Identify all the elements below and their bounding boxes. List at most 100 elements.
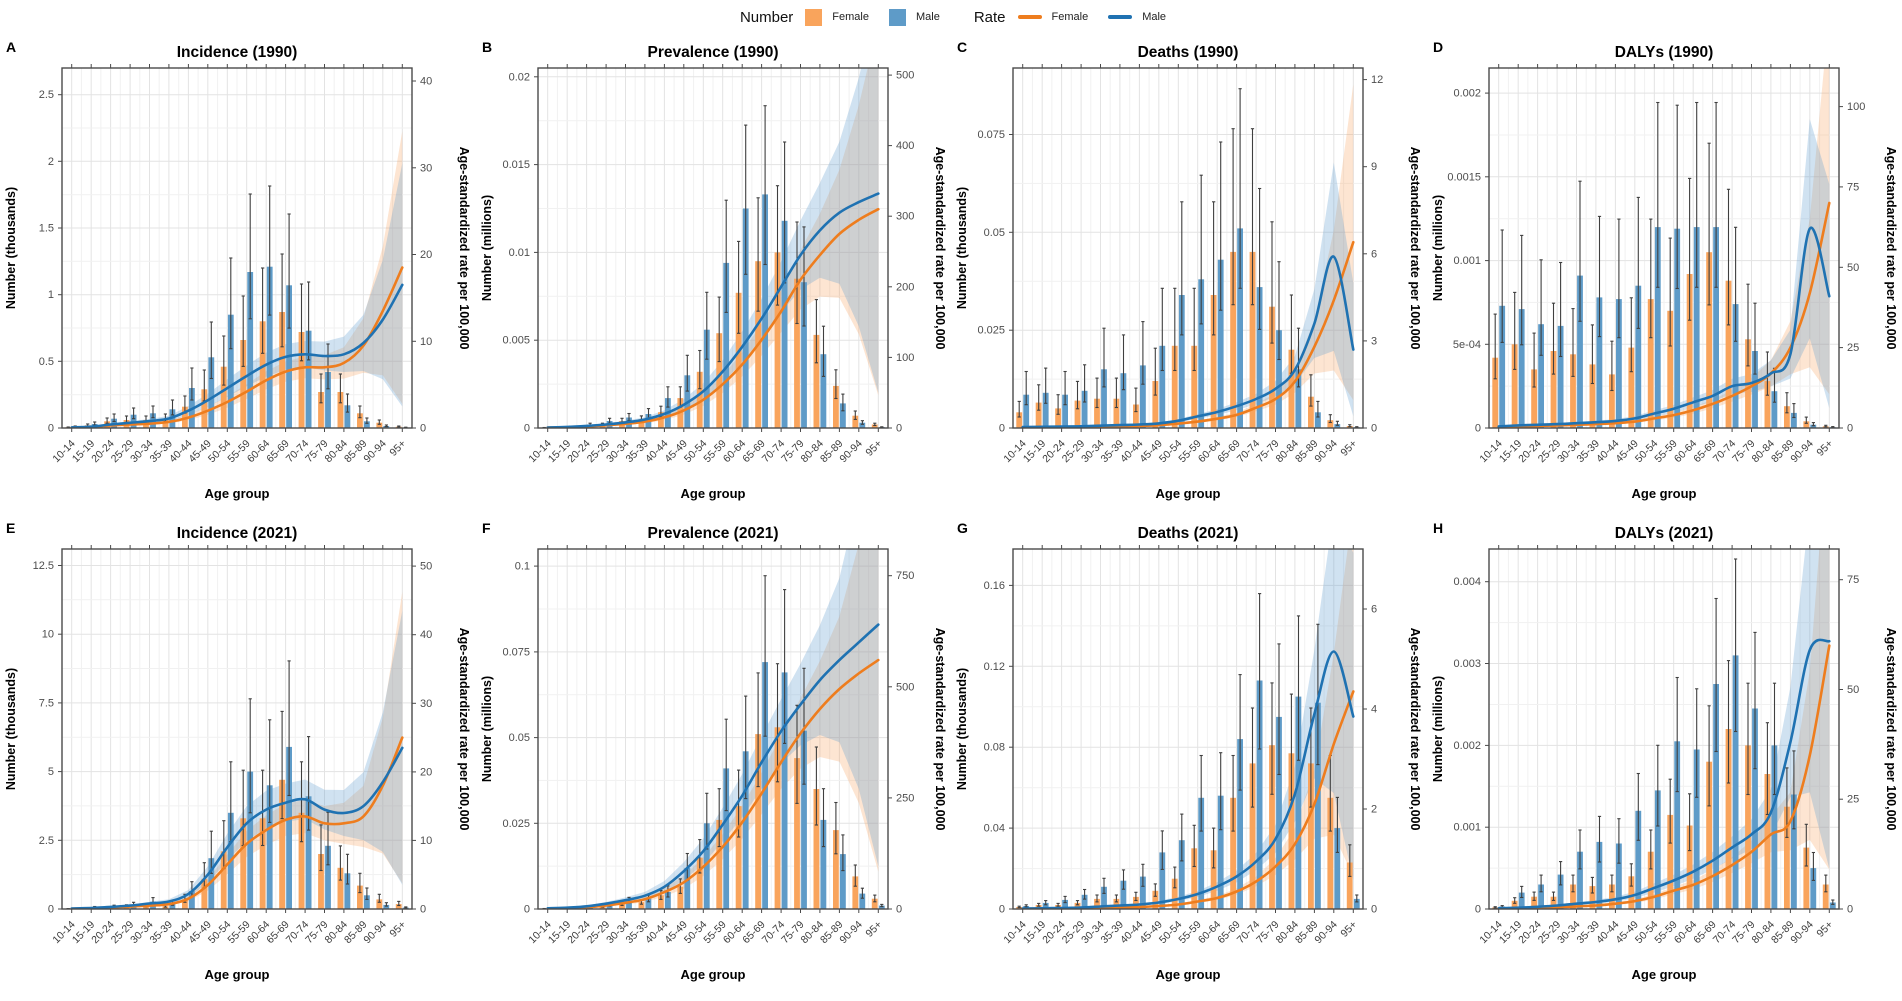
svg-text:Age group: Age group: [1631, 967, 1696, 982]
svg-text:0.002: 0.002: [1453, 88, 1481, 100]
svg-text:0.08: 0.08: [984, 742, 1005, 754]
svg-text:25: 25: [1847, 342, 1859, 354]
svg-text:7.5: 7.5: [39, 697, 54, 709]
svg-text:0: 0: [1474, 904, 1480, 916]
svg-text:0.001: 0.001: [1453, 822, 1481, 834]
svg-text:Age-standardized rate per 100,: Age-standardized rate per 100,000: [933, 628, 947, 831]
svg-text:Age-standardized rate per 100,: Age-standardized rate per 100,000: [933, 147, 947, 350]
svg-text:3: 3: [1371, 335, 1377, 347]
svg-text:6: 6: [1371, 248, 1377, 260]
svg-text:0: 0: [1474, 423, 1480, 435]
svg-text:Incidence (2021): Incidence (2021): [177, 525, 298, 542]
svg-text:40: 40: [420, 629, 432, 641]
svg-text:90-94: 90-94: [361, 438, 389, 466]
svg-text:95+: 95+: [863, 438, 884, 459]
svg-text:0.0015: 0.0015: [1447, 171, 1481, 183]
svg-text:75: 75: [1847, 574, 1859, 586]
svg-text:95+: 95+: [387, 438, 408, 459]
svg-text:0.075: 0.075: [977, 129, 1005, 141]
svg-text:A: A: [6, 39, 16, 55]
svg-text:Number (millions): Number (millions): [1431, 195, 1445, 301]
legend-number-female-label: Female: [832, 11, 869, 23]
svg-text:0: 0: [896, 904, 902, 916]
svg-text:1: 1: [48, 289, 54, 301]
svg-text:10: 10: [420, 835, 432, 847]
legend-number-male-label: Male: [916, 11, 940, 23]
svg-text:90-94: 90-94: [837, 919, 865, 947]
svg-text:90-94: 90-94: [1312, 438, 1340, 466]
svg-text:75: 75: [1847, 181, 1859, 193]
svg-text:Number (millions): Number (millions): [480, 676, 494, 782]
panel-svg-C: 00.0250.050.07503691210-1415-1920-2425-2…: [951, 34, 1426, 515]
svg-text:0: 0: [48, 423, 54, 435]
svg-text:0.12: 0.12: [984, 661, 1005, 673]
svg-text:30: 30: [420, 698, 432, 710]
svg-text:50: 50: [1847, 684, 1859, 696]
svg-text:40: 40: [420, 76, 432, 88]
svg-text:Age-standardized rate per 100,: Age-standardized rate per 100,000: [1884, 147, 1898, 350]
svg-text:Age group: Age group: [1631, 486, 1696, 501]
svg-text:DALYs (1990): DALYs (1990): [1614, 44, 1713, 61]
panel-svg-D: 05e-040.0010.00150.002025507510010-1415-…: [1427, 34, 1902, 515]
svg-text:6: 6: [1371, 604, 1377, 616]
figure-legend: Number Female Male Rate Female Male: [0, 0, 1902, 34]
svg-text:D: D: [1433, 39, 1443, 55]
svg-text:Number (millions): Number (millions): [480, 195, 494, 301]
svg-text:0: 0: [523, 904, 529, 916]
svg-text:G: G: [957, 520, 968, 536]
svg-text:0: 0: [1847, 423, 1853, 435]
svg-text:0.003: 0.003: [1453, 658, 1481, 670]
svg-text:500: 500: [896, 70, 914, 82]
panel-svg-E: 02.557.51012.50102030405010-1415-1920-24…: [0, 515, 475, 996]
svg-text:95+: 95+: [1338, 438, 1359, 459]
svg-text:90-94: 90-94: [1788, 919, 1816, 947]
svg-text:200: 200: [896, 281, 914, 293]
svg-text:0: 0: [1371, 904, 1377, 916]
svg-text:0.015: 0.015: [502, 159, 530, 171]
svg-text:0: 0: [48, 904, 54, 916]
svg-text:500: 500: [896, 681, 914, 693]
svg-text:300: 300: [896, 211, 914, 223]
svg-text:C: C: [957, 39, 967, 55]
svg-text:0.01: 0.01: [508, 247, 529, 259]
svg-text:750: 750: [896, 570, 914, 582]
svg-text:Deaths (1990): Deaths (1990): [1138, 44, 1239, 61]
svg-text:F: F: [482, 520, 491, 536]
svg-text:10: 10: [420, 336, 432, 348]
svg-text:E: E: [6, 520, 15, 536]
svg-text:90-94: 90-94: [1788, 438, 1816, 466]
panel-svg-F: 00.0250.050.0750.1025050075010-1415-1920…: [476, 515, 951, 996]
svg-text:2: 2: [1371, 804, 1377, 816]
svg-text:Age group: Age group: [680, 486, 745, 501]
svg-text:H: H: [1433, 520, 1443, 536]
svg-text:Number (thousands): Number (thousands): [4, 668, 18, 790]
panel-svg-H: 00.0010.0020.0030.004025507510-1415-1920…: [1427, 515, 1902, 996]
svg-text:2: 2: [48, 156, 54, 168]
svg-text:0: 0: [1847, 904, 1853, 916]
panel-svg-G: 00.040.080.120.16024610-1415-1920-2425-2…: [951, 515, 1426, 996]
male-number-swatch: [889, 9, 906, 26]
svg-text:0.1: 0.1: [514, 561, 529, 573]
svg-text:100: 100: [1847, 101, 1865, 113]
svg-text:0.16: 0.16: [984, 580, 1005, 592]
male-rate-line-swatch: [1108, 15, 1132, 19]
svg-text:0.075: 0.075: [502, 646, 530, 658]
female-number-swatch: [805, 9, 822, 26]
svg-text:95+: 95+: [1338, 919, 1359, 940]
svg-text:Age-standardized rate per 100,: Age-standardized rate per 100,000: [457, 628, 471, 831]
svg-text:Age group: Age group: [1156, 967, 1221, 982]
svg-text:90-94: 90-94: [1312, 919, 1340, 947]
svg-text:0.004: 0.004: [1453, 576, 1481, 588]
svg-text:95+: 95+: [1814, 919, 1835, 940]
svg-text:Deaths (2021): Deaths (2021): [1138, 525, 1239, 542]
svg-text:5e-04: 5e-04: [1452, 339, 1480, 351]
svg-text:0.002: 0.002: [1453, 740, 1481, 752]
legend-number-title: Number: [740, 9, 793, 26]
svg-text:0.001: 0.001: [1453, 255, 1481, 267]
panel-svg-B: 00.0050.010.0150.02010020030040050010-14…: [476, 34, 951, 515]
svg-text:Number (thousands): Number (thousands): [955, 668, 969, 790]
